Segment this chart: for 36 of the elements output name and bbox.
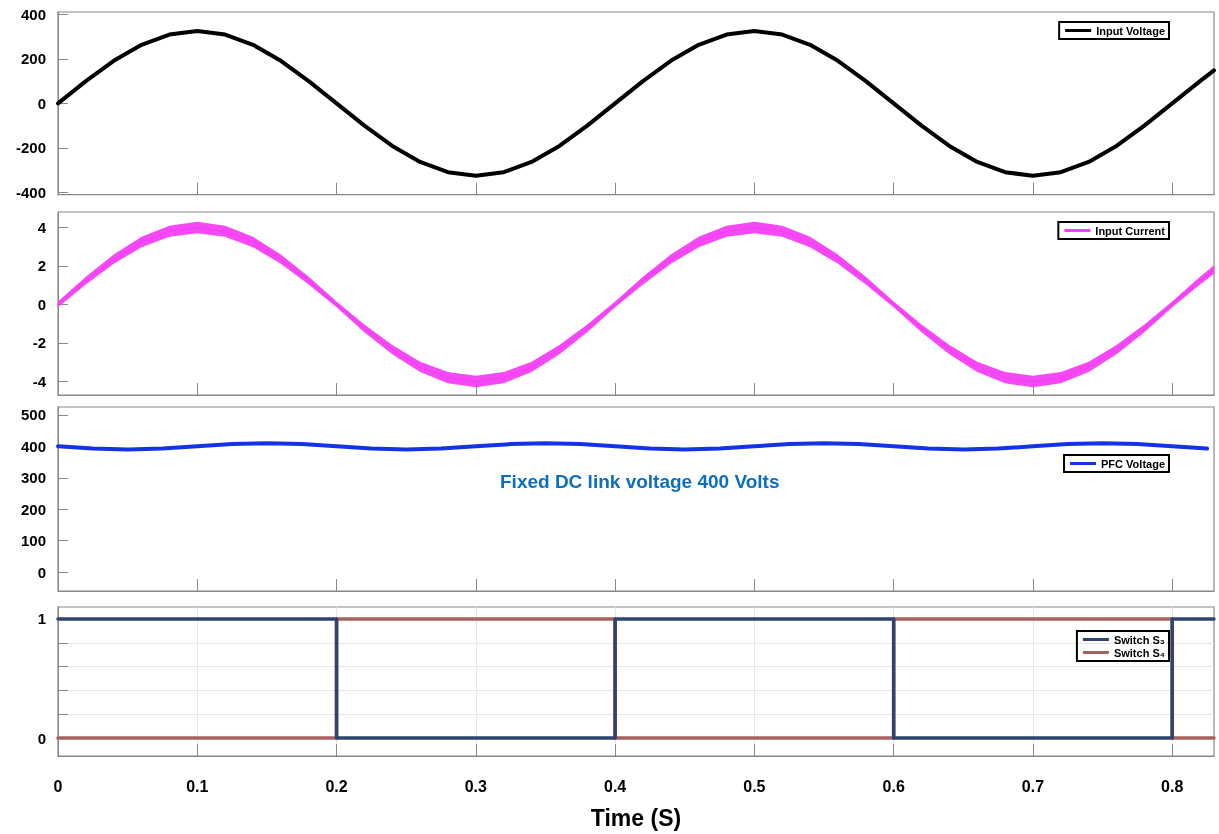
y-tick-label: 200	[20, 50, 46, 68]
y-tick-label: 0	[37, 729, 46, 747]
x-tick-label: 0	[53, 777, 63, 795]
line-series	[56, 28, 1216, 178]
y-tick-label: 300	[20, 469, 46, 487]
x-tick-label: 0.3	[464, 777, 488, 795]
x-tick-label: 0.2	[325, 777, 348, 795]
x-tick-label: 0.4	[603, 777, 627, 795]
y-tick-label: 100	[20, 532, 46, 550]
legend-label: Input Current	[1095, 224, 1166, 237]
x-tick-label: 0.8	[1161, 777, 1184, 795]
legend-label: Switch S₃	[1113, 633, 1165, 646]
legend-label: Input Voltage	[1096, 24, 1166, 37]
legend-label: PFC Voltage	[1101, 457, 1166, 470]
x-tick-label: 0.6	[882, 777, 905, 795]
y-tick-label: 0	[37, 94, 46, 112]
line-series	[56, 441, 1210, 452]
x-tick-label: 0.7	[1021, 777, 1045, 795]
y-tick-label: 400	[20, 5, 46, 23]
y-tick-label: 0	[37, 295, 46, 313]
y-tick-label: 400	[20, 437, 46, 455]
y-tick-label: -4	[32, 373, 47, 391]
y-tick-label: 1	[37, 610, 46, 628]
y-tick-label: -200	[15, 139, 46, 157]
y-tick-label: 2	[37, 257, 46, 275]
annotation: Fixed DC link voltage 400 Volts	[500, 471, 780, 492]
x-axis-title: Time (S)	[590, 804, 682, 831]
x-tick-label: 0.5	[743, 777, 766, 795]
x-tick-label: 0.1	[186, 777, 209, 795]
y-tick-label: 0	[37, 563, 46, 581]
y-tick-label: -400	[15, 184, 46, 201]
y-tick-label: 200	[20, 500, 46, 518]
y-tick-label: -2	[32, 334, 46, 352]
legend-label: Switch S₄	[1113, 646, 1166, 659]
y-tick-label: 500	[20, 406, 46, 424]
y-tick-label: 4	[37, 218, 47, 236]
